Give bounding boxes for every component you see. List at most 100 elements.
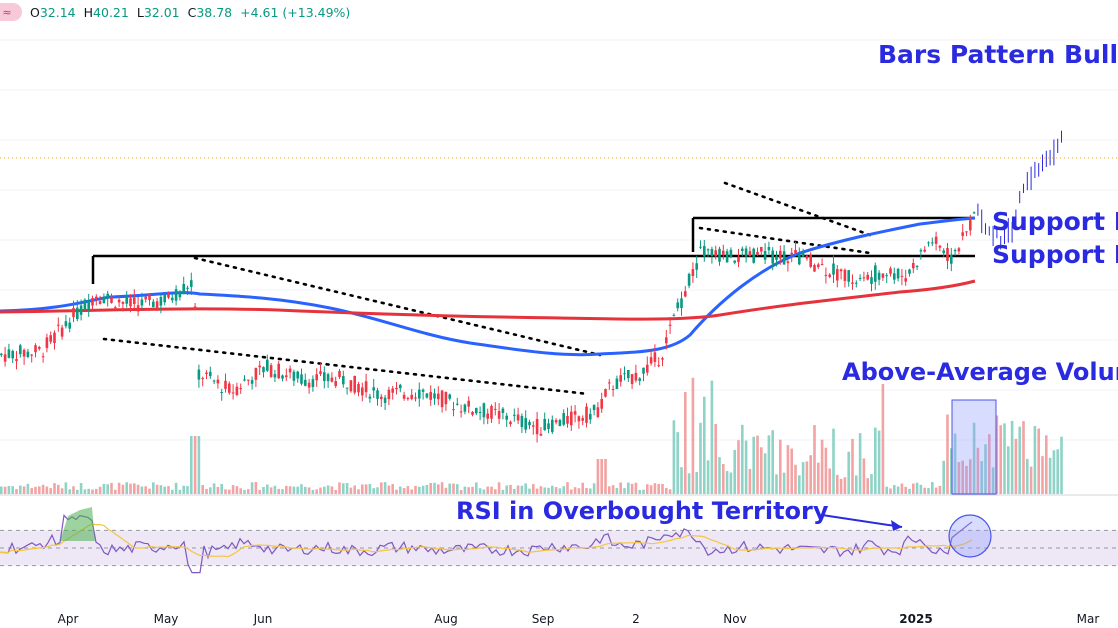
volume-bar [11, 486, 14, 494]
grid-lines [0, 39, 1118, 441]
flag-line-upper [723, 181, 872, 237]
x-tick-label: Aug [434, 612, 458, 626]
volume-bar [220, 483, 223, 494]
volume-bar [478, 488, 482, 494]
candle-body [239, 387, 242, 390]
volume-bar [965, 465, 968, 494]
candle-body [64, 321, 68, 327]
volume-bar [193, 436, 197, 494]
volume-bar [855, 475, 858, 494]
candle-body [448, 394, 451, 399]
candle-body [528, 421, 531, 426]
volume-bar [243, 489, 246, 494]
volume-bar [224, 489, 227, 494]
candle-body [532, 425, 535, 427]
candle-body [281, 375, 284, 379]
volume-bar [1003, 423, 1006, 494]
candle-body [186, 287, 189, 289]
volume-bar [421, 485, 425, 494]
volume-highlight-box [951, 399, 997, 495]
volume-bar [752, 436, 755, 494]
candle-body [95, 296, 98, 299]
candle-body [900, 275, 904, 277]
volume-bar [87, 488, 90, 494]
candle-body [38, 347, 41, 349]
candle-body [608, 382, 611, 384]
volume-bar [630, 483, 634, 494]
volume-bar [57, 484, 60, 494]
candle-body [581, 418, 584, 421]
volume-bar [862, 458, 866, 494]
candle-body [250, 380, 254, 384]
volume-bar [319, 487, 322, 494]
candle-body [627, 370, 630, 379]
volume-bar [573, 487, 577, 494]
candle-body [3, 354, 7, 362]
volume-bar [334, 489, 337, 494]
volume-bar [839, 478, 843, 494]
volume-bar [665, 487, 668, 494]
volume-bar [152, 482, 155, 494]
volume-bar [714, 423, 717, 494]
candle-body [794, 249, 797, 254]
volume-bar [315, 489, 318, 494]
volume-bar [486, 486, 489, 494]
candle-body [121, 302, 125, 304]
volume-bar [98, 486, 102, 494]
candle-body [767, 246, 771, 251]
volume-bar [722, 464, 725, 494]
candle-body [330, 377, 334, 382]
volume-bar [1022, 421, 1025, 494]
candle-body [452, 409, 455, 411]
volume-bar [775, 474, 778, 494]
volume-bar [706, 460, 710, 494]
candle-body [247, 379, 250, 381]
high-value: 40.21 [93, 4, 129, 20]
candle-body [817, 264, 820, 268]
volume-bar [326, 485, 330, 494]
approx-wave-icon[interactable]: ≈ [0, 3, 22, 21]
candle-body [733, 260, 736, 263]
candle-body [190, 280, 193, 287]
candle-body [676, 302, 679, 309]
volume-bar [292, 486, 296, 494]
volume-bar [1048, 457, 1052, 494]
volume-bar [269, 487, 273, 494]
volume-bar [1018, 426, 1021, 494]
volume-bar [497, 482, 501, 494]
volume-bar [106, 484, 109, 494]
candle-body [254, 367, 258, 380]
volume-bar [684, 391, 687, 494]
x-tick-label: Nov [723, 612, 747, 626]
candle-body [68, 322, 71, 329]
volume-bar [562, 486, 565, 494]
volume-bar [801, 462, 805, 494]
candle-body [505, 415, 508, 420]
volume-bar [482, 489, 486, 494]
candle-body [942, 250, 945, 254]
volume-bar [349, 487, 353, 494]
candle-body [927, 242, 930, 244]
low-value: 32.01 [143, 4, 180, 20]
candle-body [972, 212, 976, 214]
flag-line-lower [698, 226, 872, 255]
volume-bar [323, 486, 326, 494]
candle-body [684, 291, 687, 297]
candle-body [718, 248, 721, 262]
candle-body [562, 413, 565, 425]
candle-body [174, 289, 178, 301]
candle-body [444, 391, 448, 405]
candle-body [786, 261, 790, 264]
volume-bar [969, 459, 972, 494]
volume-bar [896, 486, 900, 494]
x-tick-label: Apr [57, 612, 79, 626]
candle-body [592, 404, 596, 410]
candle-body [885, 275, 888, 277]
candle-body [782, 251, 786, 265]
candle-body [224, 380, 227, 389]
candle-body [699, 246, 702, 248]
candle-body [41, 356, 45, 358]
candle-body [619, 375, 622, 382]
volume-bar [41, 484, 45, 494]
volume-bar [444, 487, 448, 494]
